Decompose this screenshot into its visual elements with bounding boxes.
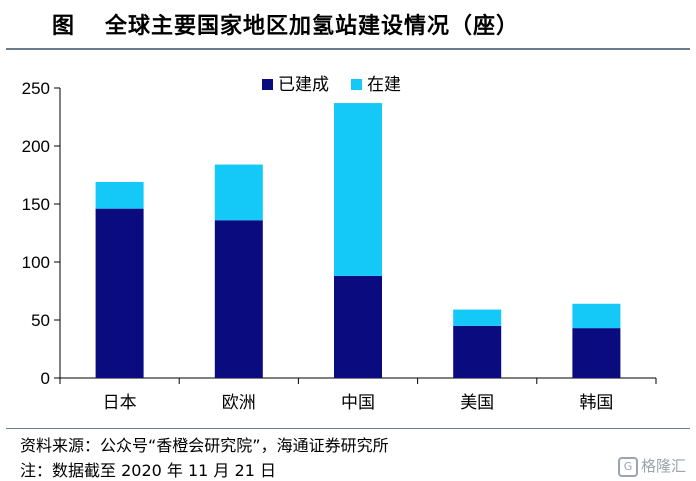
watermark: G 格隆汇 xyxy=(617,455,686,477)
bar-已建成-中国 xyxy=(334,275,382,378)
y-tick-label: 0 xyxy=(41,369,50,388)
source-note: 资料来源：公众号“香橙会研究院”，海通证券研究所 xyxy=(20,436,389,455)
legend-label: 已建成 xyxy=(278,75,329,95)
bar-在建-中国 xyxy=(334,103,382,276)
x-tick-label: 中国 xyxy=(341,393,375,413)
title-rule xyxy=(6,48,690,50)
watermark-text: 格隆汇 xyxy=(640,457,686,475)
y-tick-label: 50 xyxy=(31,311,50,330)
stacked-bar-chart: 0 50 100 150 200 250 日本 欧洲 中国 美国 韩国 已建成 在建 xyxy=(22,75,657,413)
bar-在建-欧洲 xyxy=(214,164,263,221)
bar-在建-美国 xyxy=(453,309,502,326)
y-tick-label: 150 xyxy=(22,195,50,214)
watermark-logo-icon: G xyxy=(617,456,638,477)
footer-rule xyxy=(6,428,690,429)
bar-已建成-欧洲 xyxy=(214,220,263,378)
x-tick-label: 欧洲 xyxy=(222,393,256,413)
figure-label: 图 xyxy=(52,13,76,39)
x-tick-label: 韩国 xyxy=(579,393,613,413)
legend-label: 在建 xyxy=(367,75,401,95)
bar-已建成-美国 xyxy=(453,325,502,378)
x-tick-label: 美国 xyxy=(460,393,494,413)
bar-在建-韩国 xyxy=(572,303,621,329)
chart-title: 全球主要国家地区加氢站建设情况（座） xyxy=(105,13,520,39)
title-bar: 图 全球主要国家地区加氢站建设情况（座） xyxy=(0,0,696,52)
y-tick-label: 200 xyxy=(22,137,50,156)
bar-已建成-韩国 xyxy=(572,328,621,378)
y-tick-label: 100 xyxy=(22,253,50,272)
bar-已建成-日本 xyxy=(95,208,144,378)
date-note: 注：数据截至 2020 年 11 月 21 日 xyxy=(20,461,276,480)
legend-swatch xyxy=(351,79,362,90)
bar-在建-日本 xyxy=(95,181,144,209)
y-tick-label: 250 xyxy=(22,79,50,98)
x-tick-label: 日本 xyxy=(103,393,137,413)
page-title: 图 全球主要国家地区加氢站建设情况（座） xyxy=(52,8,519,40)
legend-swatch xyxy=(262,79,273,90)
